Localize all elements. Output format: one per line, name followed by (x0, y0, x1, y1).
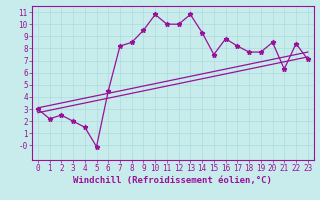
X-axis label: Windchill (Refroidissement éolien,°C): Windchill (Refroidissement éolien,°C) (73, 176, 272, 185)
